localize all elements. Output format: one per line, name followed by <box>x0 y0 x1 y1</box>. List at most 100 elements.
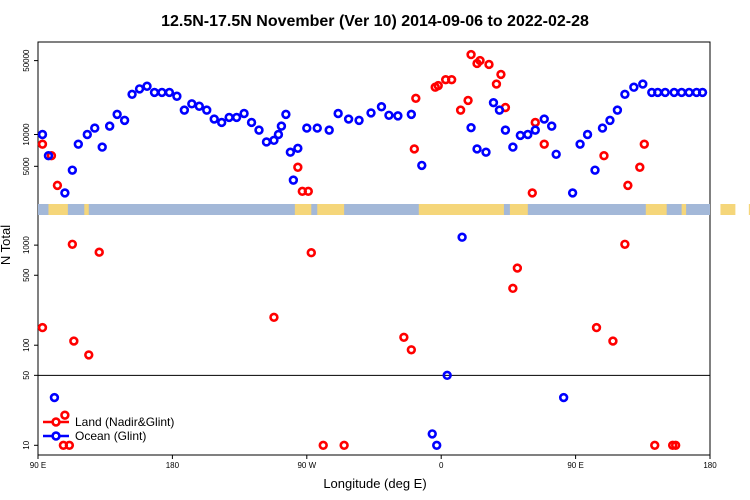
y-tick-label: 10 <box>22 440 31 449</box>
data-point <box>406 109 417 120</box>
data-point <box>293 143 303 154</box>
data-point <box>481 147 491 157</box>
data-point <box>312 123 322 133</box>
y-tick-label: 500 <box>22 268 31 282</box>
data-point <box>216 117 227 128</box>
map-strip-land <box>294 204 312 215</box>
map-strip-land <box>681 204 687 215</box>
data-point <box>697 87 708 98</box>
plot-area: 90 E 180 90 W 0 90 E 180 5000 10000 50000 10 50 100… <box>22 41 750 470</box>
data-point <box>484 59 494 70</box>
data-point <box>491 79 502 89</box>
data-point <box>246 117 257 128</box>
data-point <box>37 139 48 149</box>
data-point <box>558 392 569 403</box>
y-tick-label: 50000 <box>22 49 31 72</box>
x-axis-label: Longitude (deg E) <box>323 476 426 491</box>
data-point <box>612 105 623 115</box>
data-point <box>623 180 633 191</box>
data-point <box>254 125 264 135</box>
data-point <box>475 55 485 66</box>
data-point <box>590 165 600 175</box>
data-point <box>527 188 537 198</box>
data-point <box>539 114 549 124</box>
y-tick-label: 100 <box>22 338 31 352</box>
data-point <box>67 239 78 249</box>
data-point <box>500 125 511 135</box>
data-point <box>393 111 403 121</box>
series-land <box>37 49 681 451</box>
data-point <box>582 129 593 140</box>
data-point <box>530 125 540 135</box>
x-tick-label: 0 <box>439 461 444 470</box>
data-point <box>281 109 291 120</box>
data-point <box>67 165 78 175</box>
legend-label: Land (Nadir&Glint) <box>75 415 174 429</box>
data-point <box>293 162 303 172</box>
data-point <box>432 440 442 451</box>
data-point <box>90 123 100 133</box>
data-point <box>179 105 190 115</box>
data-point <box>333 108 343 119</box>
legend-marker <box>51 417 61 427</box>
data-point <box>276 121 287 131</box>
data-point <box>597 123 608 133</box>
data-point <box>620 239 630 249</box>
data-point <box>539 139 549 149</box>
data-point <box>455 105 466 115</box>
data-point <box>508 142 518 152</box>
plot-frame <box>37 41 711 456</box>
data-point <box>37 129 48 140</box>
data-point <box>575 139 585 149</box>
y-tick-label: 50 <box>22 370 31 379</box>
data-point <box>496 69 506 80</box>
data-point <box>49 392 60 403</box>
data-point <box>73 139 84 149</box>
data-point <box>94 247 104 257</box>
data-point <box>638 79 648 89</box>
map-strip-land <box>48 204 68 215</box>
series-ocean <box>37 79 708 451</box>
data-point <box>523 129 533 140</box>
map-strip-land <box>645 204 667 215</box>
data-point <box>466 122 476 133</box>
x-tick-label: 180 <box>166 461 180 470</box>
data-point <box>84 350 94 360</box>
data-point <box>660 87 670 98</box>
y-axis-label: N Total <box>0 225 13 265</box>
x-tick-label: 90 E <box>567 461 583 470</box>
data-point <box>567 188 578 198</box>
data-point <box>446 74 457 85</box>
data-point <box>427 429 437 439</box>
data-point <box>82 129 92 140</box>
map-strip-land <box>720 204 736 215</box>
data-point <box>69 336 79 346</box>
data-point <box>605 115 615 126</box>
data-point <box>119 115 130 126</box>
data-point <box>324 125 334 135</box>
data-point <box>442 370 452 381</box>
data-point <box>164 87 175 98</box>
data-point <box>494 105 505 115</box>
data-point <box>409 144 420 154</box>
map-strip-land <box>84 204 89 215</box>
data-point <box>551 149 561 159</box>
map-strip-ocean <box>38 204 710 215</box>
data-point <box>302 123 312 133</box>
data-point <box>285 147 296 157</box>
data-point <box>60 410 70 420</box>
data-point <box>599 151 609 161</box>
data-point <box>97 142 107 152</box>
data-point <box>354 115 364 126</box>
data-point <box>43 151 54 161</box>
y-tick-label: 1000 <box>22 236 31 254</box>
x-tick-label: 90 E <box>30 461 46 470</box>
data-point <box>172 91 182 101</box>
data-point <box>512 263 523 273</box>
data-point <box>239 108 249 119</box>
data-point <box>273 129 284 140</box>
data-point <box>318 440 328 451</box>
data-point <box>64 440 75 451</box>
data-point <box>472 144 482 154</box>
